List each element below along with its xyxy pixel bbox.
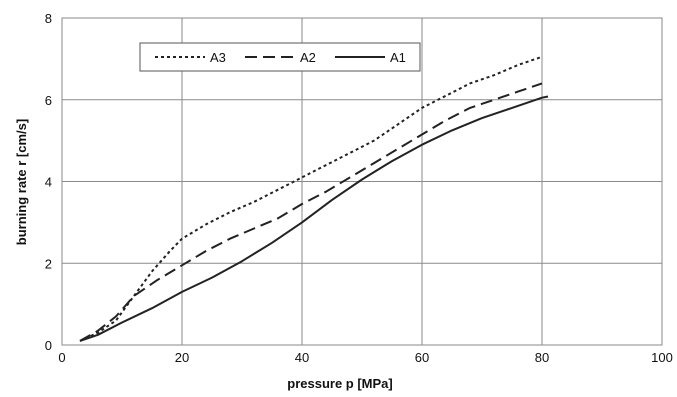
grid-layer (62, 18, 662, 345)
series-line-a1 (79, 95, 549, 342)
tick-label-layer: 0 20 40 60 80 100 0 2 4 6 8 (45, 11, 673, 365)
x-axis-title: pressure p [MPa] (287, 376, 392, 391)
x-tick-label-60: 60 (415, 350, 429, 365)
x-tick-label-100: 100 (651, 350, 673, 365)
legend-label-a1: A1 (390, 50, 406, 65)
legend-label-a2: A2 (300, 50, 316, 65)
x-tick-label-40: 40 (295, 350, 309, 365)
y-tick-label-4: 4 (45, 175, 52, 190)
series-layer (79, 55, 549, 342)
x-tick-label-20: 20 (175, 350, 189, 365)
legend-label-a3: A3 (210, 50, 226, 65)
y-tick-label-6: 6 (45, 93, 52, 108)
y-tick-label-2: 2 (45, 256, 52, 271)
y-tick-label-8: 8 (45, 11, 52, 26)
y-tick-label-0: 0 (45, 338, 52, 353)
plot-frame (61, 17, 663, 346)
series-line-a2 (79, 82, 543, 342)
x-tick-label-80: 80 (535, 350, 549, 365)
x-tick-label-0: 0 (58, 350, 65, 365)
legend: A3 A2 A1 (139, 42, 421, 72)
y-axis-title: burning rate r [cm/s] (14, 119, 29, 245)
